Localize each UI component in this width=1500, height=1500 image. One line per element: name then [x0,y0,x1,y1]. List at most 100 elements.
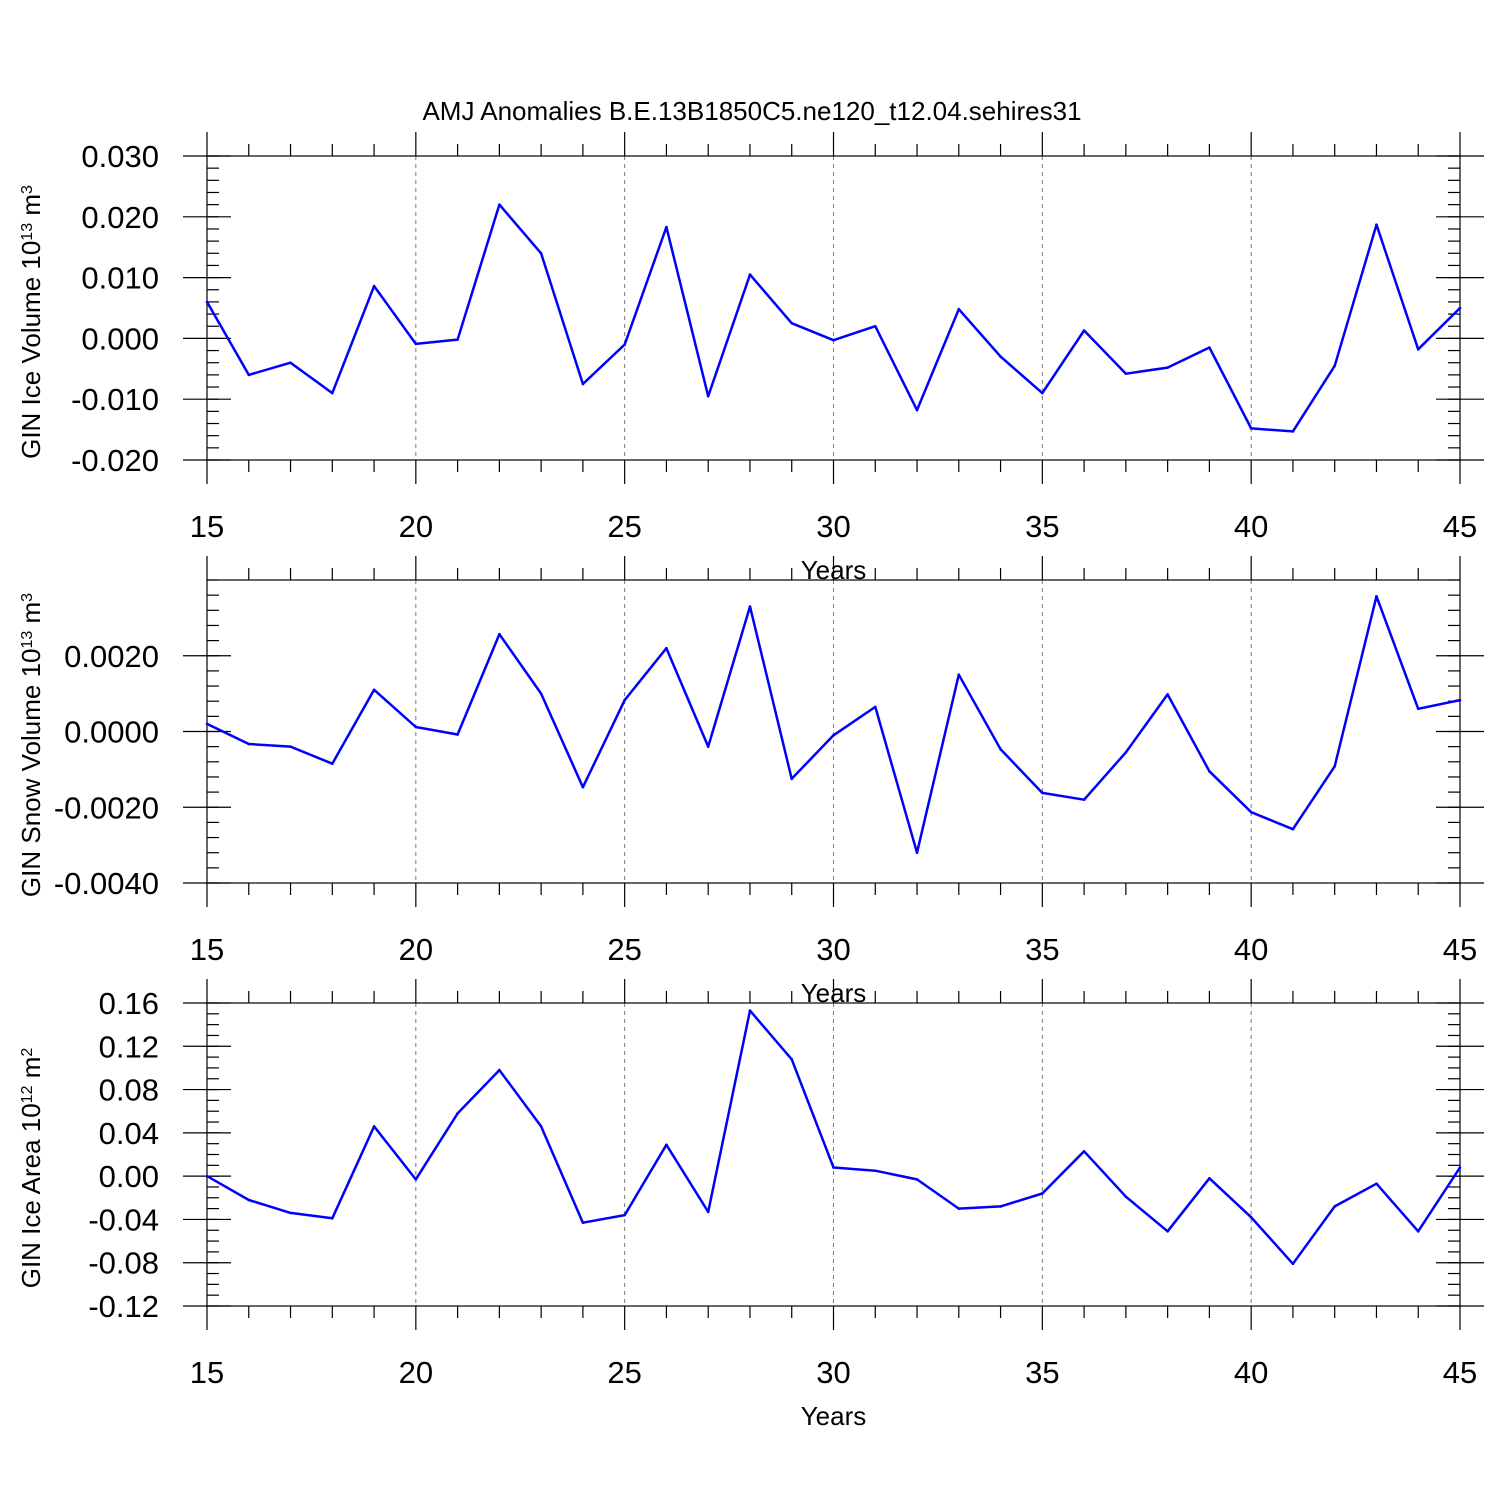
snow-volume-yaxis-label-unit: m [16,602,46,631]
snow-volume-data-point-26 [665,646,668,650]
ice-volume-data-point-20 [414,342,418,346]
ice-area-xtick-label: 30 [816,1355,850,1390]
ice-area-xaxis-label: Years [801,1401,867,1431]
ice-volume-data-point-33 [957,307,961,311]
ice-area-data-point-35 [1041,1192,1044,1195]
ice-volume-yaxis-label-exponent: 13 [19,223,36,241]
snow-volume-ytick-label: -0.0020 [54,790,159,825]
snow-volume-data-point-33 [957,673,961,676]
ice-volume-data-point-31 [873,324,877,328]
ice-area-ytick-label: -0.08 [88,1246,159,1281]
ice-area-data-point-20 [414,1178,418,1181]
ice-volume-data-point-39 [1208,346,1211,349]
snow-volume-yaxis-label-unit-exponent: 3 [19,593,36,602]
ice-area-yaxis-label-unit-exponent: 2 [19,1048,36,1057]
snow-volume-data-point-39 [1208,769,1211,773]
ice-volume-xtick-label: 45 [1443,509,1477,544]
snow-volume-ytick-label: -0.0040 [54,866,159,901]
ice-volume-yaxis-label: GIN Ice Volume 1013 m3 [16,185,46,459]
ice-area-data-point-41 [1291,1262,1295,1266]
ice-volume-xtick-label: 25 [607,509,641,544]
ice-area-xtick-label: 25 [607,1355,641,1390]
snow-volume-data-point-29 [790,777,794,781]
snow-volume-data-point-37 [1124,751,1128,754]
ice-area-data-point-40 [1249,1215,1253,1219]
ice-area-xtick-label: 15 [190,1355,224,1390]
ice-area-data-point-25 [623,1213,626,1217]
ice-area-data-point-17 [289,1211,292,1215]
snow-volume-data-point-21 [456,733,459,736]
snow-volume-data-point-36 [1082,798,1086,801]
ice-area-data-point-27 [706,1210,710,1214]
ice-volume-data-point-23 [539,251,543,255]
ice-volume-ytick-label: 0.010 [81,261,159,296]
ice-volume-data-point-38 [1166,366,1169,369]
snow-volume-data-point-22 [498,632,501,636]
snow-volume-data-point-44 [1416,707,1420,711]
ice-area-panel: -0.12 -0.08 -0.04 0.00 0.04 0.08 0.12 0.16 15 20 2… [16,979,1484,1431]
ice-volume-data-point-18 [331,391,334,395]
ice-area-ytick-label: 0.08 [99,1073,159,1108]
chart-title: AMJ Anomalies B.E.13B1850C5.ne120_t12.04… [422,96,1081,126]
snow-volume-data-point-34 [999,748,1002,751]
ice-volume-data-point-40 [1249,427,1253,430]
ice-area-data-point-26 [665,1143,668,1147]
ice-volume-data-point-32 [915,408,919,412]
snow-volume-data-point-41 [1291,827,1295,831]
snow-volume-data-point-32 [915,851,919,854]
ice-volume-data-point-16 [247,373,251,377]
ice-volume-data-point-43 [1375,223,1378,227]
ice-area-data-point-29 [790,1057,794,1061]
ice-area-data-point-34 [999,1205,1002,1208]
ice-area-data-point-30 [832,1166,835,1169]
snow-volume-yaxis-label-exponent: 13 [19,631,36,649]
ice-area-ytick-label: -0.04 [88,1202,159,1237]
snow-volume-data-point-38 [1166,693,1169,696]
ice-area-data-point-39 [1208,1177,1211,1180]
snow-volume-data-point-42 [1333,765,1336,768]
ice-area-ytick-label: 0.00 [99,1159,159,1194]
ice-area-data-point-36 [1082,1149,1086,1153]
ice-area-data-point-33 [957,1207,961,1210]
ice-area-data-point-42 [1333,1205,1336,1208]
ice-area-data-point-44 [1416,1230,1420,1233]
snow-volume-xtick-label: 15 [190,932,224,967]
ice-area-ytick-label: 0.12 [99,1029,159,1064]
ice-area-data-point-19 [372,1125,376,1128]
ice-volume-ytick-label: -0.020 [71,443,159,478]
snow-volume-data-point-43 [1375,594,1378,598]
snow-volume-xtick-label: 45 [1443,932,1477,967]
ice-area-data-point-28 [748,1009,752,1012]
snow-volume-ytick-label: 0.0000 [64,715,159,750]
ice-volume-data-point-15 [205,300,209,304]
ice-volume-data-point-21 [456,338,459,341]
ice-volume-ytick-label: -0.010 [71,382,159,417]
ice-volume-data-point-22 [498,203,501,206]
ice-area-xtick-label: 20 [399,1355,433,1390]
snow-volume-ytick-label: 0.0020 [64,639,159,674]
ice-volume-data-point-24 [581,382,585,386]
ice-area-xtick-label: 45 [1443,1355,1477,1390]
ice-area-data-point-21 [456,1112,459,1115]
ice-volume-data-point-28 [748,273,752,276]
snow-volume-data-point-17 [289,745,292,748]
ice-volume-data-point-29 [790,321,794,325]
ice-volume-yaxis-label-unit-exponent: 3 [19,185,36,194]
ice-volume-yaxis-label-unit: m [16,194,46,223]
snow-volume-yaxis-label-base: GIN Snow Volume 10 [16,649,46,898]
ice-volume-data-point-30 [832,338,835,342]
ice-area-data-point-22 [498,1068,501,1072]
ice-volume-ytick-label: 0.000 [81,321,159,356]
ice-area-data-point-37 [1124,1195,1128,1199]
ice-area-data-point-23 [539,1125,543,1128]
ice-volume-xtick-label: 35 [1025,509,1059,544]
snow-volume-xtick-label: 30 [816,932,850,967]
snow-volume-data-point-24 [581,785,585,789]
snow-volume-data-point-40 [1249,810,1253,814]
snow-volume-xtick-label: 20 [399,932,433,967]
ice-volume-panel: -0.020 -0.010 0.000 0.010 0.020 0.030 15 20 25 30… [16,132,1484,585]
snow-volume-data-point-30 [832,733,835,737]
ice-area-ytick-label: 0.16 [99,986,159,1021]
ice-volume-xtick-label: 15 [190,509,224,544]
